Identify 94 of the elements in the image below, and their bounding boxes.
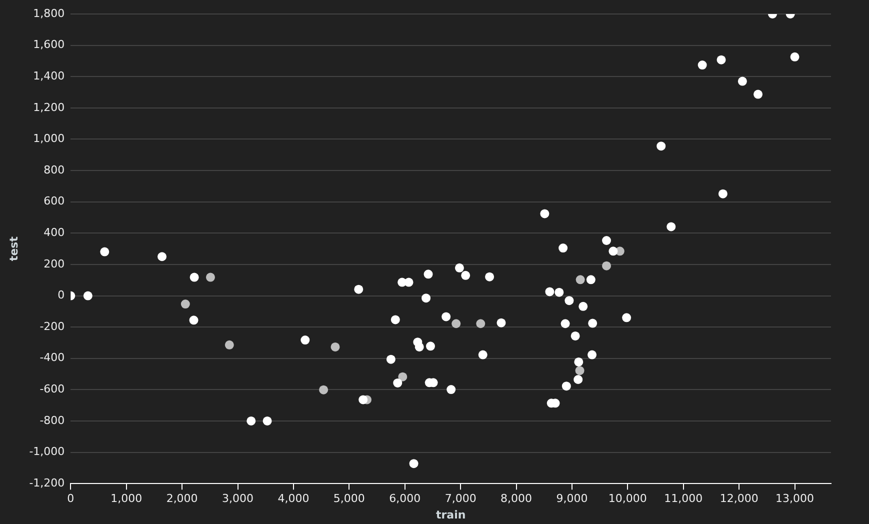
point [319, 385, 328, 394]
point [426, 342, 435, 351]
point [564, 296, 574, 306]
point [442, 312, 451, 322]
y-tick-label: 600 [44, 194, 65, 208]
point [622, 313, 632, 322]
point [446, 385, 456, 394]
x-tick-label: 4,000 [278, 492, 310, 506]
point [602, 261, 612, 270]
x-axis-title: train [436, 508, 466, 522]
point [454, 263, 464, 272]
point [390, 315, 400, 324]
x-tick-label: 5,000 [333, 492, 365, 506]
point [461, 270, 470, 280]
point [206, 272, 215, 282]
point [246, 416, 256, 426]
x-tick-label: 6,000 [389, 492, 421, 506]
y-tick-label: -1,000 [29, 445, 65, 458]
y-tick-label: 800 [44, 163, 65, 176]
point [666, 222, 676, 232]
point [180, 300, 190, 309]
x-tick-label: 10,000 [608, 492, 647, 506]
y-tick-label: -600 [40, 382, 65, 396]
y-tick-label: 1,400 [33, 69, 65, 82]
point [300, 336, 310, 345]
point [262, 416, 272, 426]
point [562, 382, 571, 391]
point [576, 275, 585, 284]
x-tick-label: 8,000 [500, 492, 532, 506]
point [790, 52, 800, 62]
point [586, 275, 596, 284]
point [158, 252, 167, 262]
point [496, 318, 506, 328]
y-tick-label: 1,800 [33, 6, 65, 20]
point [602, 236, 612, 246]
y-tick-label: -1,200 [29, 476, 65, 490]
point [224, 340, 234, 350]
y-tick-label: 1,600 [33, 38, 65, 52]
x-tick-label: 2,000 [166, 492, 198, 506]
y-tick-label: -800 [40, 414, 65, 427]
x-tick-label: 3,000 [222, 492, 254, 506]
x-tick-label: 7,000 [444, 492, 476, 506]
point [540, 209, 550, 218]
point [358, 395, 368, 404]
x-tick-label: 12,000 [720, 492, 758, 506]
point [424, 270, 433, 279]
point [545, 287, 554, 296]
point [330, 342, 340, 352]
point [485, 272, 494, 282]
y-axis-title: test [7, 236, 20, 262]
point [554, 288, 564, 297]
point [588, 318, 598, 328]
y-tick-label: 400 [44, 226, 65, 240]
point [83, 291, 92, 300]
point [588, 350, 597, 360]
x-tick-label: 0 [67, 492, 74, 506]
y-tick-label: 1,200 [33, 100, 65, 114]
point [698, 60, 707, 70]
point [575, 366, 584, 376]
point [738, 76, 747, 86]
point [560, 319, 570, 328]
point [100, 247, 110, 256]
point [414, 342, 424, 352]
point [398, 372, 408, 382]
point [578, 302, 588, 311]
x-tick-label: 11,000 [664, 492, 703, 506]
point [558, 244, 568, 253]
point [354, 284, 364, 294]
point [574, 357, 584, 366]
x-tick-label: 13,000 [776, 492, 814, 506]
point [404, 278, 414, 287]
point [190, 272, 199, 282]
point [574, 375, 583, 384]
point [422, 294, 431, 303]
x-tick-label: 9,000 [556, 492, 588, 506]
point [409, 459, 418, 468]
point [716, 55, 726, 64]
point [656, 142, 666, 151]
point [754, 90, 763, 99]
point [393, 378, 402, 388]
y-tick-label: 200 [44, 257, 65, 270]
y-tick-label: 1,000 [33, 132, 65, 146]
point [608, 246, 618, 256]
point [478, 350, 488, 360]
x-tick-label: 1,000 [110, 492, 142, 506]
point [386, 354, 396, 364]
point [718, 189, 728, 198]
y-tick-label: -200 [40, 320, 65, 333]
y-tick-label: -400 [40, 351, 65, 364]
point [476, 319, 486, 328]
point [570, 331, 580, 340]
point [452, 319, 461, 328]
y-tick-label: 0 [58, 288, 65, 302]
point [189, 316, 198, 325]
